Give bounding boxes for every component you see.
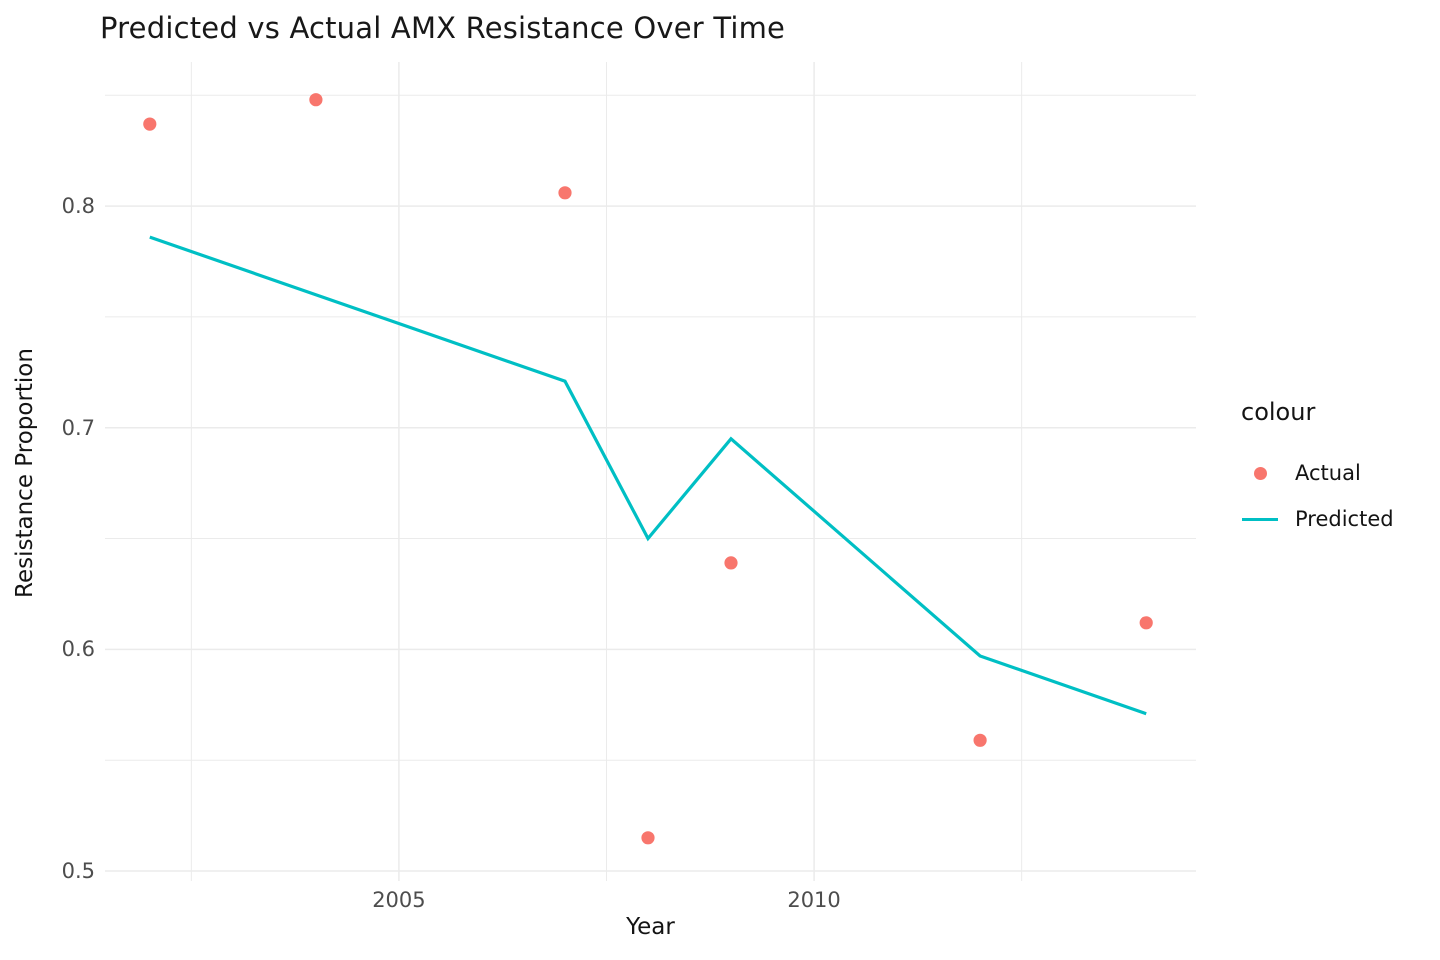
legend-title: colour	[1241, 398, 1316, 426]
predicted-line	[149, 235, 1147, 716]
legend: colour Actual Predicted	[1241, 398, 1394, 542]
x-axis-tick-label: 2005	[372, 888, 426, 912]
actual-point	[973, 733, 987, 747]
y-axis-title: Resistance Proportion	[12, 348, 38, 598]
actual-point	[641, 831, 655, 845]
y-axis-tick-label: 0.8	[61, 194, 95, 219]
x-axis-tick-label: 2010	[787, 888, 841, 912]
actual-point	[724, 556, 738, 570]
legend-key-actual	[1241, 454, 1279, 492]
actual-point	[558, 186, 572, 200]
y-axis-tick-label: 0.7	[61, 415, 95, 440]
legend-key-predicted	[1241, 500, 1279, 538]
actual-point	[1139, 616, 1153, 630]
actual-point	[143, 117, 157, 131]
plot-area	[105, 62, 1196, 881]
legend-item-predicted: Predicted	[1241, 496, 1394, 542]
legend-item-actual: Actual	[1241, 450, 1394, 496]
legend-label-predicted: Predicted	[1295, 507, 1394, 531]
y-axis-tick-label: 0.6	[61, 637, 95, 662]
legend-label-actual: Actual	[1295, 461, 1361, 485]
x-axis-title: Year	[626, 914, 675, 940]
actual-point	[309, 93, 323, 107]
actual-point-icon	[1253, 466, 1267, 480]
y-axis-tick-label: 0.5	[61, 859, 95, 884]
chart-title: Predicted vs Actual AMX Resistance Over …	[100, 11, 786, 45]
predicted-line-icon	[1242, 517, 1278, 521]
